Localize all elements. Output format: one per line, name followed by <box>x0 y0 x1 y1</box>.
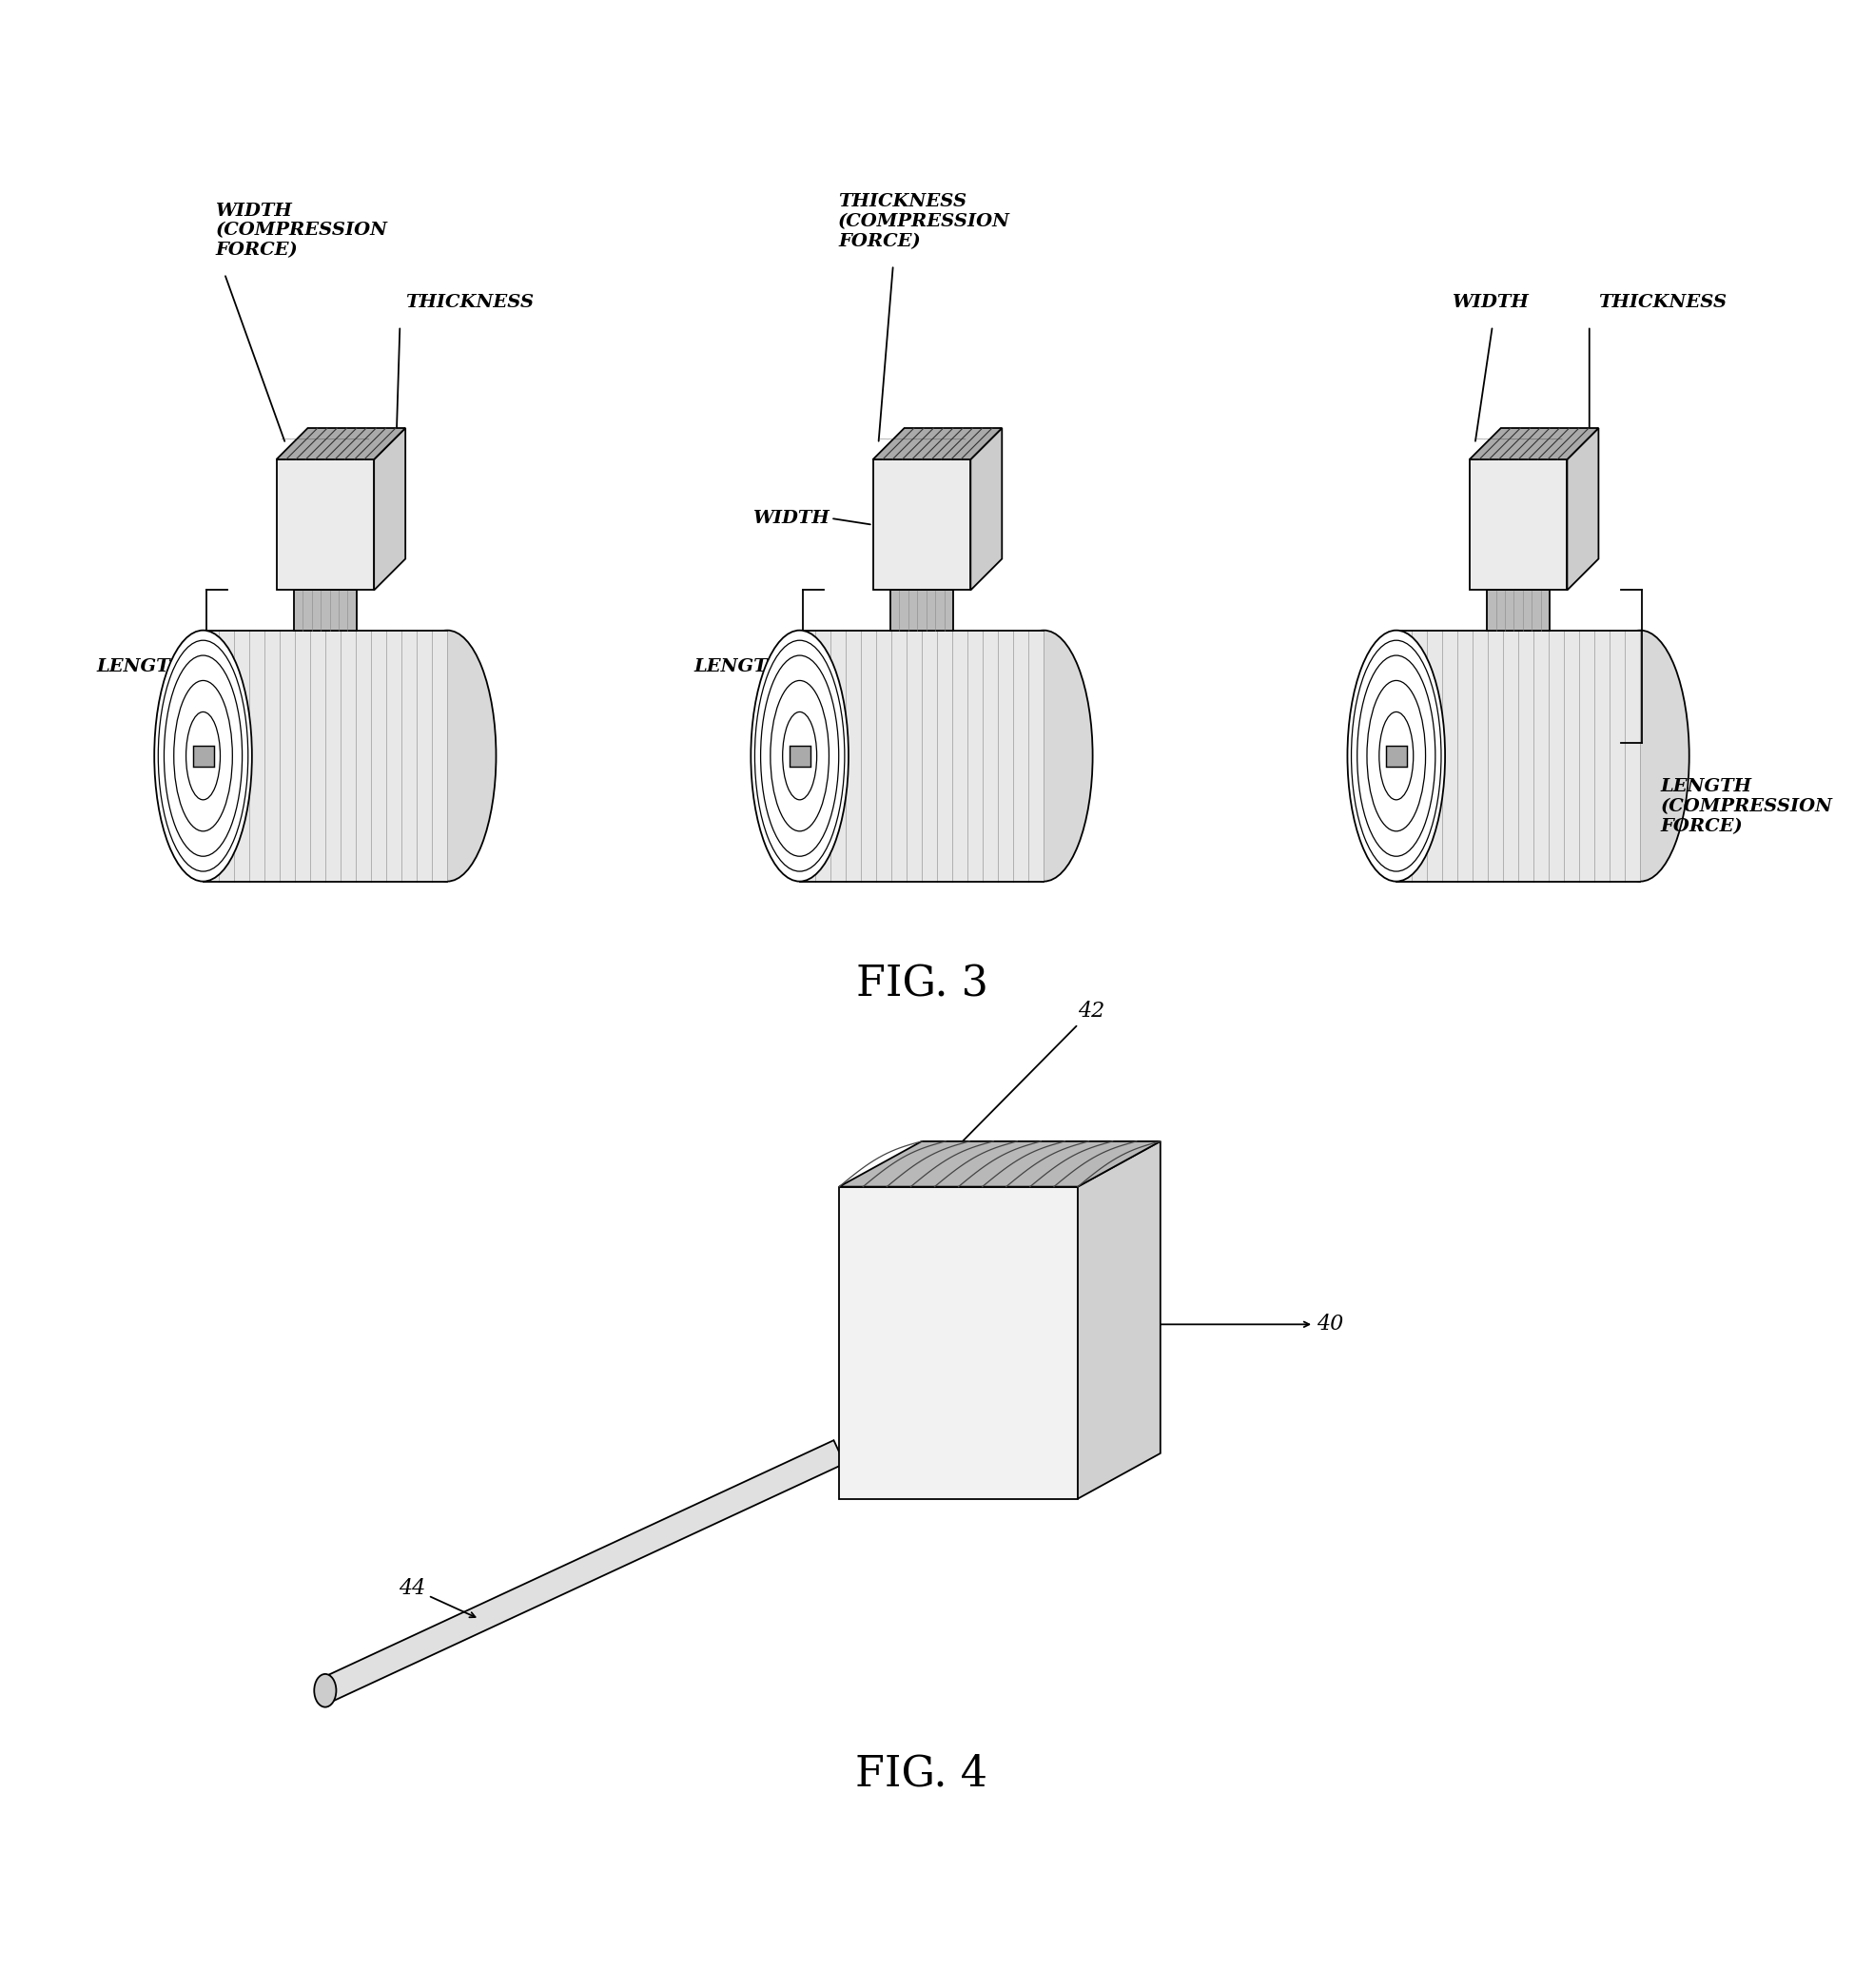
Text: THICKNESS
(COMPRESSION
FORCE): THICKNESS (COMPRESSION FORCE) <box>838 193 1010 250</box>
Ellipse shape <box>995 630 1093 881</box>
Ellipse shape <box>1591 630 1688 881</box>
Polygon shape <box>1396 630 1640 881</box>
Polygon shape <box>800 630 1044 881</box>
Text: THICKNESS: THICKNESS <box>405 294 534 312</box>
Polygon shape <box>1486 590 1550 630</box>
Text: 42: 42 <box>943 1000 1104 1163</box>
Ellipse shape <box>315 1674 335 1708</box>
Ellipse shape <box>1347 630 1445 881</box>
Text: FIG. 4: FIG. 4 <box>856 1753 988 1795</box>
Text: WIDTH: WIDTH <box>751 509 828 527</box>
Polygon shape <box>840 1141 1160 1187</box>
FancyBboxPatch shape <box>1385 746 1407 765</box>
Polygon shape <box>890 590 954 630</box>
Text: LENGTH: LENGTH <box>693 658 785 676</box>
Polygon shape <box>873 459 971 590</box>
Polygon shape <box>375 427 405 590</box>
Ellipse shape <box>399 630 497 881</box>
Polygon shape <box>1469 427 1599 459</box>
Text: WIDTH
(COMPRESSION
FORCE): WIDTH (COMPRESSION FORCE) <box>216 203 388 258</box>
Ellipse shape <box>751 630 849 881</box>
FancyBboxPatch shape <box>193 746 214 765</box>
Polygon shape <box>1567 427 1599 590</box>
Polygon shape <box>840 1187 1078 1499</box>
Polygon shape <box>873 427 1003 459</box>
Polygon shape <box>275 459 375 590</box>
Text: FIG. 3: FIG. 3 <box>856 964 988 1006</box>
Text: 40: 40 <box>1123 1314 1344 1334</box>
Text: THICKNESS: THICKNESS <box>1599 294 1728 312</box>
FancyBboxPatch shape <box>789 746 810 765</box>
Polygon shape <box>202 630 448 881</box>
Polygon shape <box>1469 459 1567 590</box>
Polygon shape <box>320 1439 845 1702</box>
Text: LENGTH: LENGTH <box>97 658 187 676</box>
Polygon shape <box>294 590 356 630</box>
Polygon shape <box>275 427 405 459</box>
Polygon shape <box>971 427 1003 590</box>
Ellipse shape <box>154 630 251 881</box>
Text: WIDTH: WIDTH <box>1452 294 1529 312</box>
Text: LENGTH
(COMPRESSION
FORCE): LENGTH (COMPRESSION FORCE) <box>1660 777 1833 835</box>
Text: 44: 44 <box>399 1578 476 1618</box>
Polygon shape <box>1078 1141 1160 1499</box>
